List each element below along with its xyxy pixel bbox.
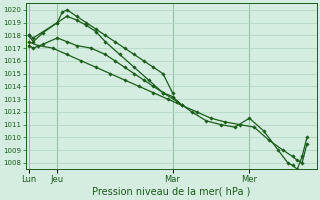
X-axis label: Pression niveau de la mer( hPa ): Pression niveau de la mer( hPa ) <box>92 187 250 197</box>
